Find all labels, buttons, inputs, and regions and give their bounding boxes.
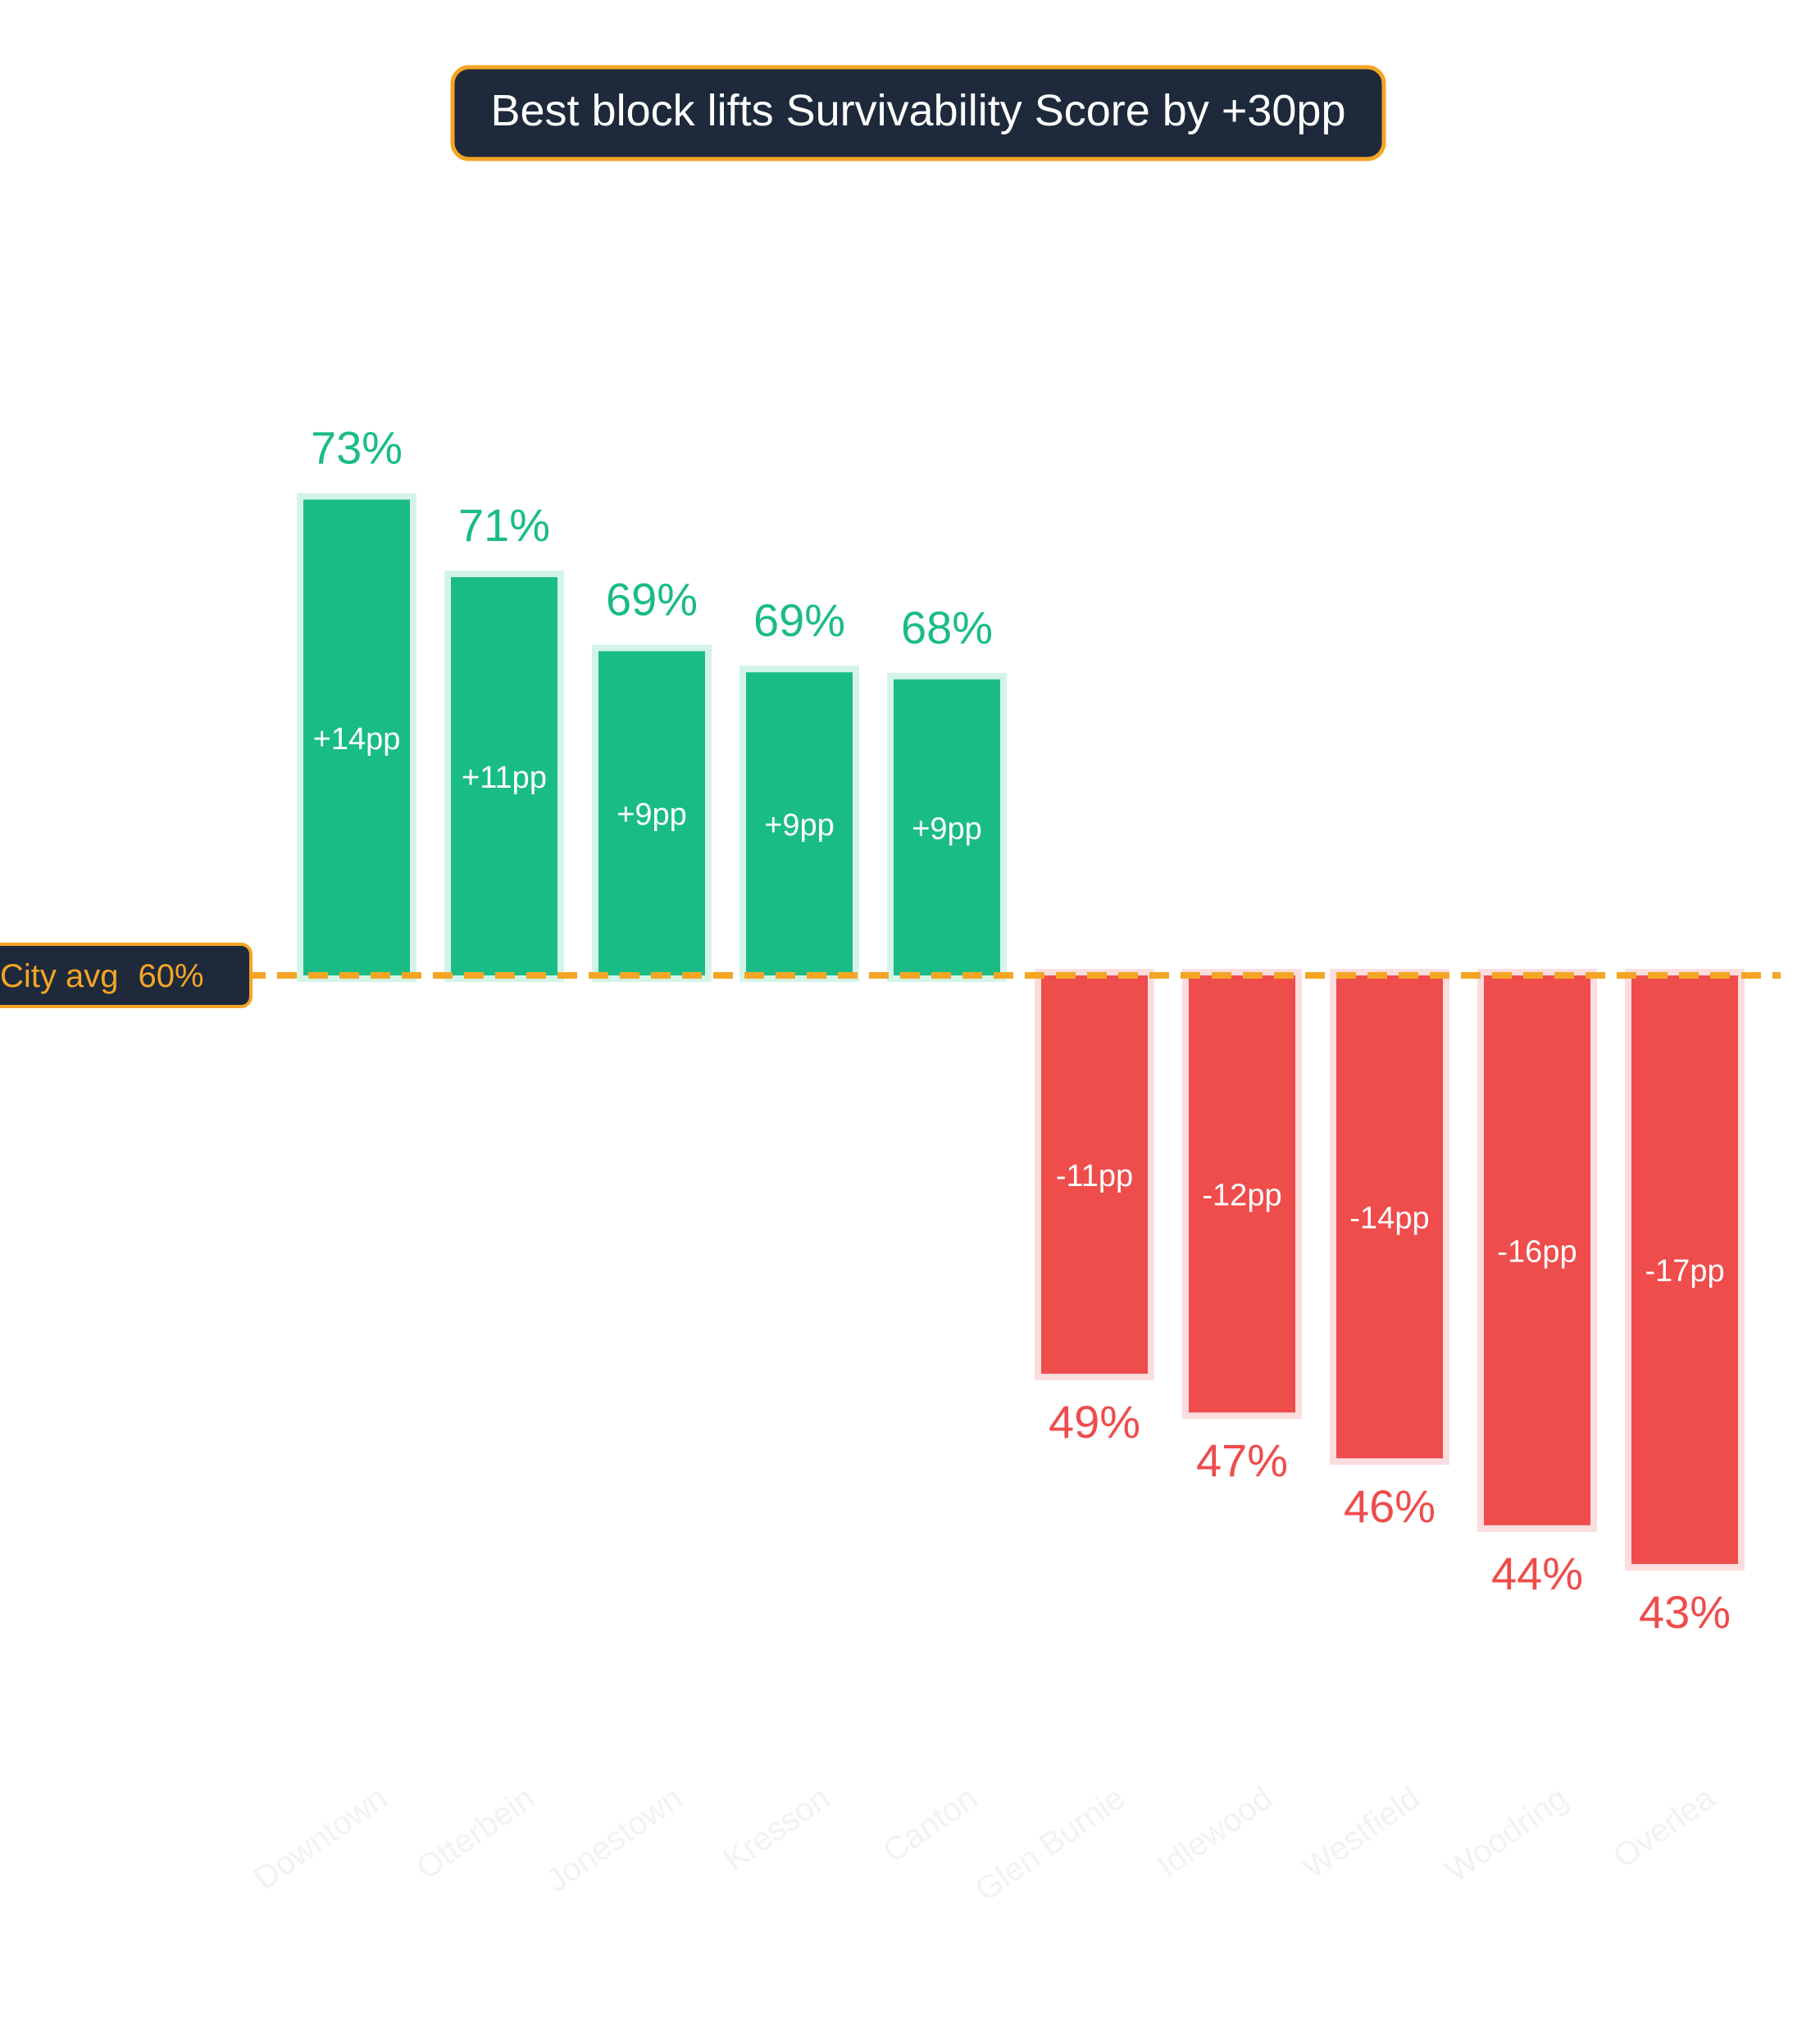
chart-title: Best block lifts Survivability Score by … [491, 86, 1346, 135]
bar-value-label: 73% [311, 422, 403, 474]
bar [1189, 975, 1295, 1413]
bar-delta-label: -12pp [1202, 1179, 1281, 1213]
category-label: Otterbein [410, 1780, 541, 1886]
category-label: Canton [876, 1780, 984, 1870]
category-label: Kresson [717, 1780, 836, 1878]
bar-delta-label: +9pp [617, 798, 687, 832]
bar-group-1: +14pp 73% [297, 422, 416, 982]
bar-value-label: 69% [753, 594, 845, 646]
bar-delta-label: -16pp [1497, 1234, 1577, 1269]
bar-group-9: -16pp 44% [1477, 969, 1597, 1599]
bar-delta-label: -11pp [1056, 1159, 1133, 1193]
bar-group-4: +9pp 69% [739, 594, 859, 982]
bar [451, 577, 557, 975]
chart-title-badge: Best block lifts Survivability Score by … [450, 65, 1386, 161]
reference-line-group: City avg 60% [0, 943, 1781, 1008]
category-label: Woodring [1439, 1780, 1574, 1889]
bar [1484, 975, 1590, 1525]
city-average-badge [0, 943, 253, 1008]
city-average-value: 60% [139, 958, 204, 994]
category-label: Overlea [1607, 1780, 1722, 1875]
bar [1336, 975, 1443, 1459]
bar-value-label: 43% [1639, 1586, 1731, 1638]
bars: +14pp 73% +11pp 71% +9pp 69% +9pp 69% +9pp 68% -11… [297, 422, 1745, 1638]
bar-group-10: -17pp 43% [1625, 969, 1745, 1638]
bar-delta-label: +11pp [462, 761, 547, 795]
bar-group-7: -12pp 47% [1182, 969, 1302, 1486]
bar-group-6: -11pp 49% [1035, 969, 1154, 1448]
category-label: Downtown [248, 1780, 394, 1897]
bar [303, 499, 410, 975]
bar-delta-label: -14pp [1349, 1202, 1429, 1236]
bar-value-label: 69% [606, 573, 698, 625]
bar-group-2: +11pp 71% [444, 499, 564, 982]
city-average-label: City avg 60% [0, 958, 204, 994]
bar-group-5: +9pp 68% [887, 602, 1007, 982]
category-label: Jonestown [539, 1780, 689, 1899]
bar-value-label: 46% [1344, 1480, 1436, 1532]
bar-value-label: 68% [901, 602, 993, 653]
bar-delta-label: +9pp [764, 808, 835, 843]
bar-value-label: 71% [458, 499, 550, 551]
bar-group-3: +9pp 69% [592, 573, 712, 982]
bar [598, 651, 705, 975]
bar [746, 672, 853, 975]
bar [1631, 975, 1738, 1565]
bar [1041, 975, 1148, 1374]
city-average-name: City avg [0, 958, 119, 994]
bar-delta-label: +9pp [912, 811, 982, 846]
bar-value-label: 44% [1491, 1548, 1583, 1599]
bar [894, 679, 1000, 975]
bar-delta-label: +14pp [313, 722, 401, 757]
bar-value-label: 49% [1049, 1396, 1140, 1448]
category-label: Glen Burnie [969, 1780, 1131, 1908]
bar-group-8: -14pp 46% [1330, 969, 1449, 1532]
category-label: Westfield [1296, 1780, 1426, 1886]
bar-value-label: 47% [1196, 1434, 1288, 1486]
category-label: Idlewood [1151, 1780, 1279, 1884]
title-badge-box [450, 65, 1386, 161]
bar-delta-label: -17pp [1645, 1254, 1724, 1289]
